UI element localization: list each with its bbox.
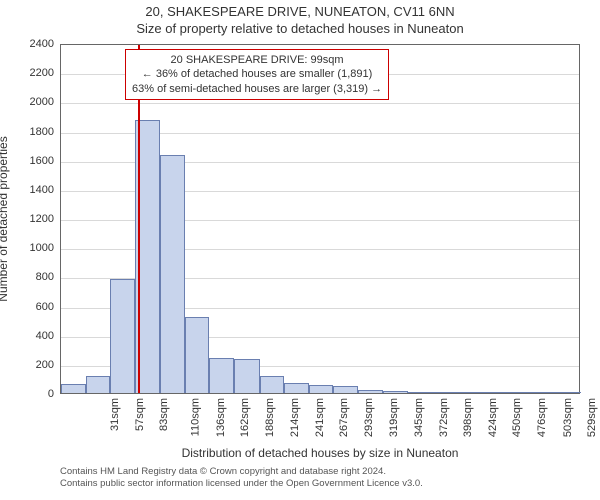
x-tick-label: 476sqm — [537, 398, 549, 437]
histogram-bar — [532, 392, 557, 393]
y-tick-label: 200 — [4, 359, 54, 371]
x-tick-label: 214sqm — [289, 398, 301, 437]
x-tick-label: 503sqm — [562, 398, 574, 437]
x-tick-label: 293sqm — [363, 398, 375, 437]
title-line-1: 20, SHAKESPEARE DRIVE, NUNEATON, CV11 6N… — [0, 4, 600, 19]
histogram-bar — [433, 392, 458, 393]
y-tick-label: 800 — [4, 271, 54, 283]
x-tick-label: 83sqm — [158, 398, 170, 431]
y-tick-label: 1000 — [4, 242, 54, 254]
histogram-bar — [333, 386, 358, 393]
histogram-bar — [457, 392, 482, 393]
x-axis-label: Distribution of detached houses by size … — [60, 446, 580, 460]
annotation-box: 20 SHAKESPEARE DRIVE: 99sqm ← 36% of det… — [125, 49, 389, 100]
y-tick-label: 2400 — [4, 38, 54, 50]
y-tick-label: 2000 — [4, 96, 54, 108]
histogram-bar — [482, 392, 508, 393]
footer-attribution: Contains HM Land Registry data © Crown c… — [60, 466, 580, 490]
footer-line-2: Contains public sector information licen… — [60, 478, 580, 490]
y-tick-label: 1600 — [4, 155, 54, 167]
histogram-bar — [358, 390, 384, 393]
x-tick-label: 162sqm — [239, 398, 251, 437]
x-tick-label: 345sqm — [413, 398, 425, 437]
y-axis-ticks: 0200400600800100012001400160018002000220… — [0, 44, 58, 394]
histogram-bar — [309, 385, 334, 393]
y-tick-label: 1400 — [4, 184, 54, 196]
y-tick-label: 1200 — [4, 213, 54, 225]
histogram-bar — [260, 376, 285, 394]
chart-container: 20, SHAKESPEARE DRIVE, NUNEATON, CV11 6N… — [0, 0, 600, 500]
y-tick-label: 0 — [4, 388, 54, 400]
y-tick-label: 1800 — [4, 126, 54, 138]
y-tick-label: 600 — [4, 301, 54, 313]
histogram-bar — [86, 376, 111, 394]
histogram-bar — [110, 279, 135, 393]
x-tick-label: 267sqm — [339, 398, 351, 437]
x-tick-label: 57sqm — [134, 398, 146, 431]
x-tick-label: 372sqm — [438, 398, 450, 437]
x-tick-label: 241sqm — [314, 398, 326, 437]
histogram-bar — [507, 392, 532, 393]
histogram-bar — [284, 383, 309, 393]
plot-area: 20 SHAKESPEARE DRIVE: 99sqm ← 36% of det… — [60, 44, 580, 394]
x-tick-label: 31sqm — [109, 398, 121, 431]
histogram-bar — [185, 317, 210, 393]
histogram-bar — [61, 384, 86, 393]
x-tick-label: 188sqm — [264, 398, 276, 437]
x-tick-label: 529sqm — [586, 398, 598, 437]
histogram-bar — [160, 155, 185, 393]
histogram-bar — [556, 392, 581, 393]
x-tick-label: 110sqm — [189, 398, 201, 436]
x-tick-label: 136sqm — [215, 398, 227, 437]
annotation-line-1: 20 SHAKESPEARE DRIVE: 99sqm — [132, 53, 382, 67]
x-tick-label: 319sqm — [388, 398, 400, 437]
x-tick-label: 424sqm — [487, 398, 499, 437]
annotation-line-3: 63% of semi-detached houses are larger (… — [132, 82, 382, 96]
footer-line-1: Contains HM Land Registry data © Crown c… — [60, 466, 580, 478]
histogram-bar — [234, 359, 260, 393]
y-tick-label: 400 — [4, 330, 54, 342]
histogram-bar — [383, 391, 408, 393]
x-tick-label: 398sqm — [462, 398, 474, 437]
y-tick-label: 2200 — [4, 67, 54, 79]
x-tick-label: 450sqm — [512, 398, 524, 437]
annotation-line-2: ← 36% of detached houses are smaller (1,… — [132, 67, 382, 81]
title-line-2: Size of property relative to detached ho… — [0, 21, 600, 36]
histogram-bar — [408, 392, 433, 393]
histogram-bar — [209, 358, 234, 393]
